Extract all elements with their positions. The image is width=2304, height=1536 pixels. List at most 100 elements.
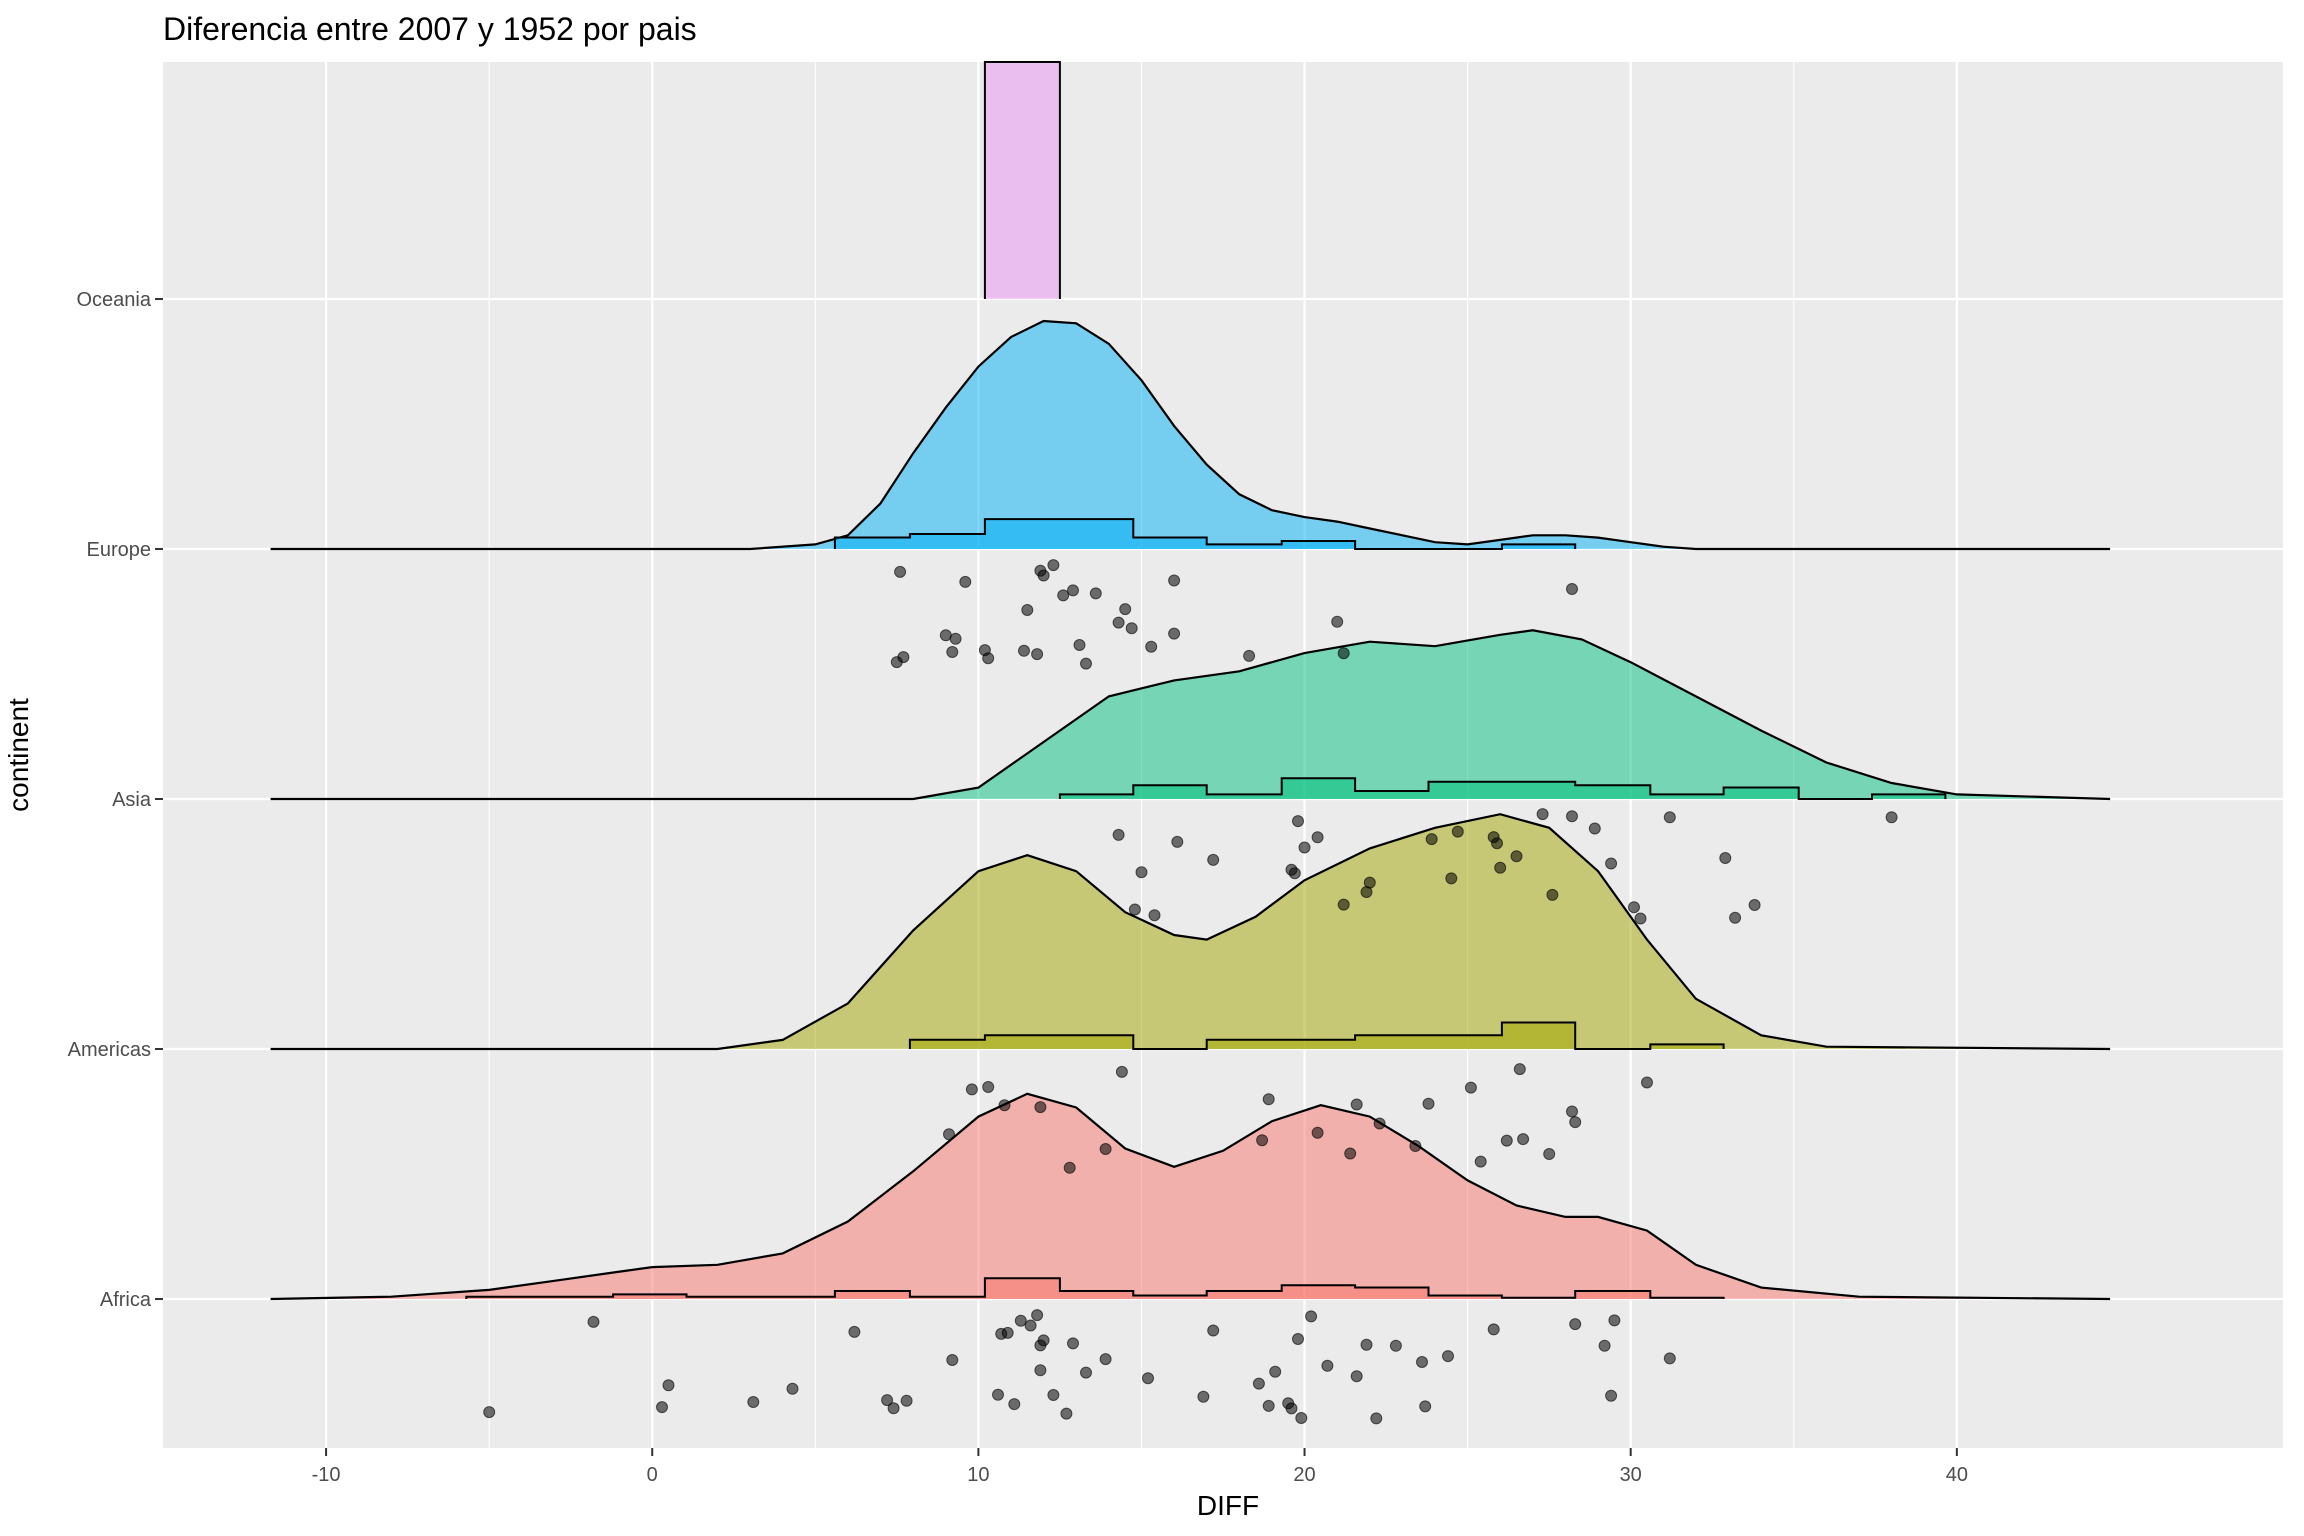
y-tick-label: Americas (68, 1039, 151, 1061)
africa-data-point (1037, 1334, 1050, 1347)
europe-data-point (894, 565, 907, 578)
europe-data-point (1145, 640, 1158, 653)
africa-data-point (1047, 1389, 1060, 1401)
africa-histogram (465, 1277, 1725, 1299)
africa-data-point (1285, 1402, 1298, 1415)
x-tick-label: -10 (312, 1464, 341, 1486)
asia-data-point (1719, 852, 1732, 864)
data-points (483, 559, 1898, 1425)
x-axis-title: DIFF (1197, 1490, 1259, 1521)
americas-data-point (1063, 1161, 1076, 1174)
africa-data-point (1487, 1323, 1500, 1336)
americas-data-point (1543, 1148, 1556, 1160)
americas-data-point (1464, 1081, 1477, 1094)
x-tick-label: 20 (1293, 1464, 1315, 1486)
africa-data-point (1663, 1352, 1676, 1365)
africa-data-point (1262, 1399, 1275, 1412)
africa-data-point (786, 1382, 799, 1395)
americas-data-point (1311, 1126, 1324, 1139)
africa-data-point (1252, 1377, 1265, 1390)
y-tick-label: Africa (100, 1289, 152, 1311)
americas-data-point (1566, 1105, 1578, 1118)
asia-data-point (1634, 912, 1647, 925)
asia-data-point (1288, 867, 1301, 880)
africa-data-point (881, 1394, 894, 1407)
africa-data-point (1099, 1353, 1112, 1366)
asia-data-point (1292, 815, 1304, 828)
africa-data-point (1060, 1407, 1073, 1420)
africa-density-line (270, 1092, 2111, 1301)
europe-data-point (1067, 584, 1079, 597)
africa-data-point (1416, 1356, 1428, 1368)
africa-data-point (1269, 1365, 1282, 1378)
axes: -10 0 10 20 30 40 Africa Americas Asia Europe Ocea… (68, 289, 1968, 1486)
americas-data-point (1517, 1133, 1530, 1146)
asia-data-point (1128, 903, 1141, 916)
x-tick-label: 30 (1620, 1464, 1642, 1486)
africa-data-point (1080, 1366, 1092, 1379)
americas-data-point (1569, 1116, 1582, 1129)
americas-data-point (1409, 1140, 1422, 1152)
asia-data-point (1628, 901, 1640, 914)
africa-data-point (1197, 1390, 1210, 1403)
africa-data-point (1360, 1338, 1373, 1351)
africa-data-point (848, 1325, 861, 1338)
europe-data-point (1112, 616, 1125, 629)
asia-data-point (1885, 811, 1898, 824)
y-tick-label: Oceania (77, 289, 152, 311)
africa-data-point (1034, 1364, 1047, 1377)
americas-data-point (943, 1128, 955, 1141)
asia-data-point (1546, 888, 1559, 901)
asia-data-point (1298, 841, 1311, 854)
americas-data-point (1474, 1155, 1487, 1168)
y-tick-label: Asia (112, 789, 152, 811)
africa-data-point (1207, 1324, 1220, 1337)
africa-density-fill (270, 1093, 2111, 1299)
europe-data-point (982, 652, 995, 665)
y-tick-label: Europe (87, 539, 152, 561)
americas-data-point (1344, 1147, 1357, 1160)
africa-data-point (1031, 1309, 1044, 1322)
europe-data-point (1168, 627, 1181, 640)
x-tick-label: 40 (1946, 1464, 1968, 1486)
africa-data-point (587, 1315, 600, 1328)
americas-data-point (1099, 1143, 1112, 1155)
americas-data-point (1262, 1093, 1275, 1106)
americas-data-point (965, 1083, 978, 1096)
africa-data-point (1067, 1337, 1079, 1350)
americas-data-point (1500, 1134, 1513, 1147)
asia-data-point (1337, 898, 1350, 911)
europe-data-point (1168, 574, 1181, 587)
asia-data-point (1311, 831, 1324, 844)
europe-data-point (1125, 622, 1138, 635)
histograms (465, 61, 1947, 1299)
africa-data-point (1024, 1319, 1037, 1332)
africa-data-point (1605, 1389, 1618, 1402)
asia-data-point (1445, 872, 1458, 885)
americas-data-point (1350, 1098, 1363, 1111)
europe-density-fill (270, 321, 2111, 549)
africa-data-point (1305, 1310, 1318, 1323)
x-tick-label: 10 (967, 1464, 989, 1486)
europe-data-point (1119, 603, 1132, 616)
europe-data-point (1018, 644, 1030, 657)
asia-data-point (1494, 861, 1507, 874)
europe-data-point (1080, 657, 1092, 670)
africa-data-point (1295, 1412, 1308, 1424)
africa-data-point (1321, 1359, 1334, 1372)
asia-data-point (1363, 876, 1376, 889)
africa-data-point (1350, 1370, 1363, 1383)
africa-data-point (1419, 1400, 1432, 1413)
asia-data-point (1425, 833, 1438, 846)
africa-data-point (1142, 1372, 1154, 1385)
americas-density-fill (270, 814, 2111, 1049)
americas-data-point (1641, 1076, 1653, 1089)
asia-histogram (1058, 777, 1947, 800)
asia-data-point (1729, 911, 1742, 924)
asia-data-point (1566, 810, 1578, 823)
americas-data-point (1034, 1101, 1047, 1114)
asia-data-point (1491, 837, 1503, 850)
europe-data-point (1037, 569, 1050, 582)
asia-data-point (1605, 857, 1618, 870)
europe-data-point (1089, 587, 1102, 600)
